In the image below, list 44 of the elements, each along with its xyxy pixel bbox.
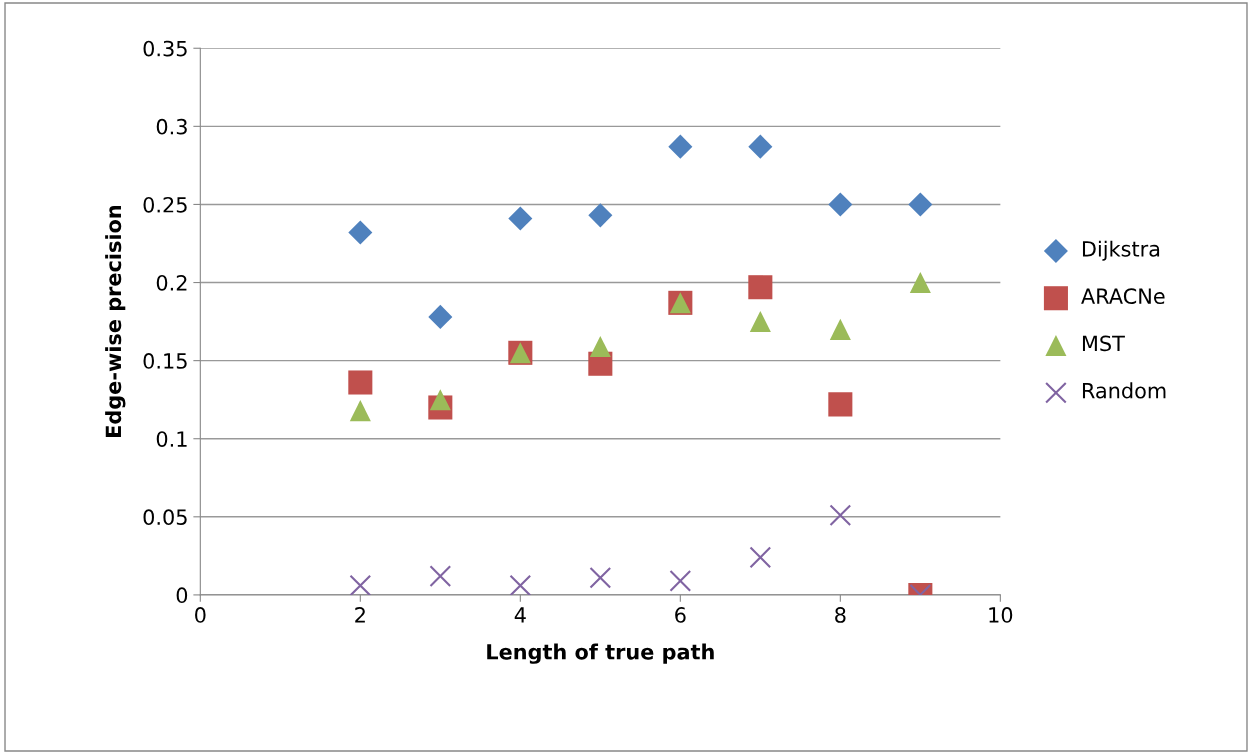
legend-label: Dijkstra [1082, 240, 1160, 261]
point [429, 565, 452, 588]
point [748, 134, 773, 159]
point [589, 336, 611, 358]
legend-label: ARACNe [1081, 288, 1165, 304]
point [669, 569, 692, 592]
point [349, 574, 372, 595]
point [749, 546, 772, 569]
point [828, 392, 853, 417]
point [749, 311, 771, 333]
x-tick-label: 10 [989, 607, 1013, 623]
y-tick-label: 0.25 [143, 196, 187, 213]
point [828, 192, 853, 217]
x-tick-label: 4 [514, 607, 526, 623]
y-axis-title: Edge-wise precision [105, 205, 126, 437]
point [348, 220, 373, 245]
point [589, 566, 612, 589]
point [429, 389, 451, 411]
legend-label: Random [1082, 382, 1166, 399]
point [908, 192, 933, 217]
point [508, 206, 533, 231]
y-tick-label: 0.35 [143, 40, 187, 57]
point [829, 318, 851, 340]
x-tick-label: 2 [355, 607, 365, 623]
y-tick-label: 0.3 [156, 118, 187, 135]
point [428, 304, 453, 329]
point [748, 275, 773, 300]
y-tick-label: 0.15 [143, 353, 187, 369]
point [509, 574, 532, 595]
point [348, 370, 373, 395]
legend-label: MST [1082, 335, 1125, 352]
point [349, 400, 371, 422]
y-tick-label: 0 [176, 587, 188, 604]
y-tick-label: 0.2 [156, 274, 187, 291]
y-tick-label: 0.1 [156, 431, 187, 447]
x-tick-label: 8 [835, 607, 846, 623]
point [588, 203, 613, 228]
x-tick-label: 6 [675, 607, 686, 623]
point [668, 134, 693, 159]
point [909, 272, 931, 294]
point [829, 504, 852, 527]
y-tick-label: 0.05 [143, 509, 187, 526]
x-axis-title: Length of true path [487, 643, 714, 664]
x-tick-label: 0 [195, 607, 206, 623]
